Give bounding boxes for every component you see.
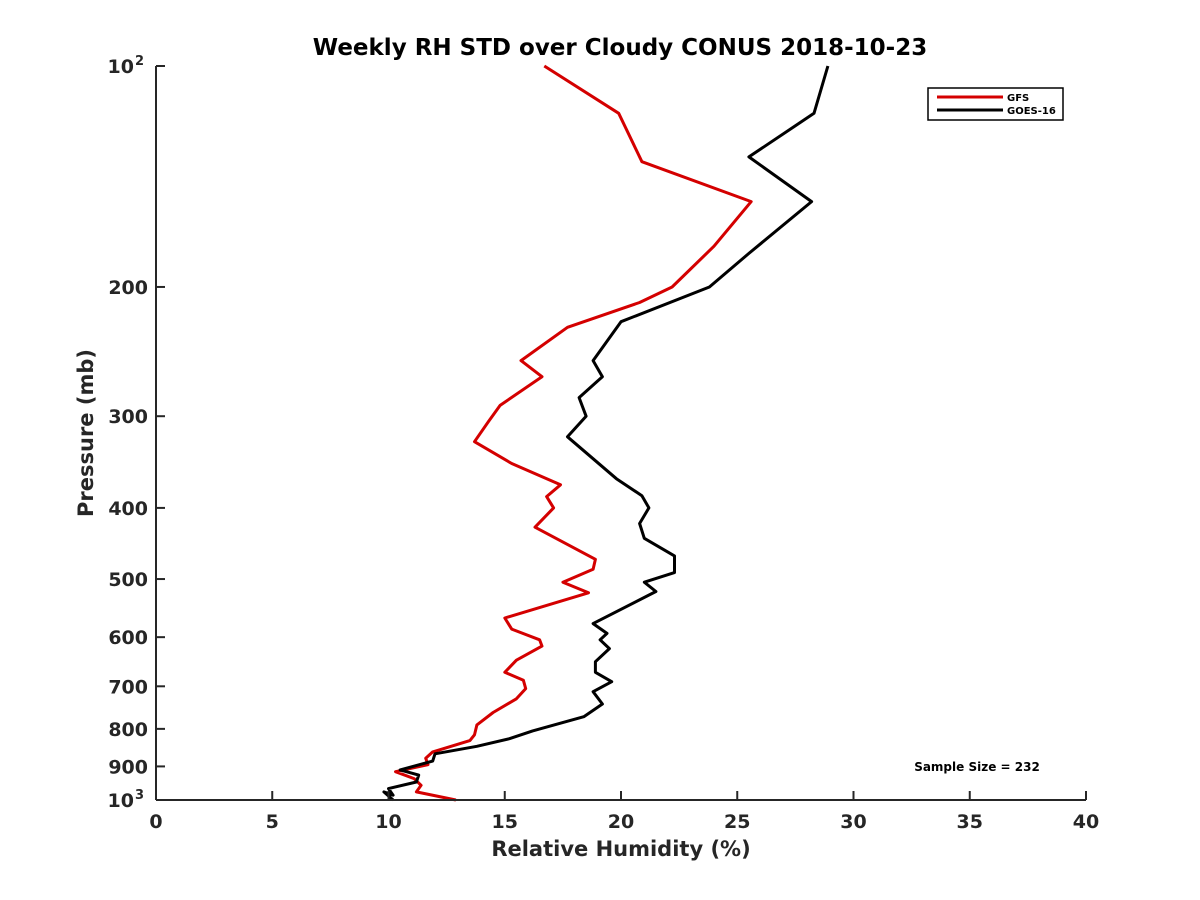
x-tick-label: 40 [1073,811,1099,833]
y-tick-label: 400 [108,498,148,520]
legend-label-gfs: GFS [1007,93,1029,104]
x-tick-label: 35 [957,811,983,833]
y-axis-label: Pressure (mb) [74,349,98,517]
y-tick-label: 300 [108,406,148,428]
x-tick-label: 30 [840,811,866,833]
x-ticks: 0 5 10 15 20 25 30 35 40 [149,791,1099,833]
y-tick-label: 800 [108,719,148,741]
y-tick-label: 500 [108,569,148,591]
x-tick-label: 25 [724,811,750,833]
gfs-series-line [394,64,753,802]
y-tick-label: 200 [108,277,148,299]
goes16-series-line [382,65,830,802]
y-tick-label: 700 [108,676,148,698]
y-tick-label: 900 [108,756,148,778]
x-tick-label: 10 [375,811,401,833]
y-tick-label: 600 [108,627,148,649]
y-tick-exponent: 2 [135,54,144,69]
x-axis-label: Relative Humidity (%) [491,837,750,861]
x-tick-label: 20 [608,811,634,833]
x-tick-label: 0 [149,811,162,833]
legend: GFS GOES-16 [927,87,1064,121]
y-tick-label: 10 [108,56,134,78]
x-tick-label: 5 [266,811,279,833]
legend-label-goes16: GOES-16 [1007,106,1056,117]
y-tick-exponent: 3 [135,788,144,803]
legend-box [927,87,1064,121]
plot-area [382,64,830,802]
y-tick-label: 10 [108,790,134,812]
x-tick-label: 15 [492,811,518,833]
chart-title: Weekly RH STD over Cloudy CONUS 2018-10-… [313,35,927,61]
sample-size-annotation: Sample Size = 232 [914,760,1040,774]
